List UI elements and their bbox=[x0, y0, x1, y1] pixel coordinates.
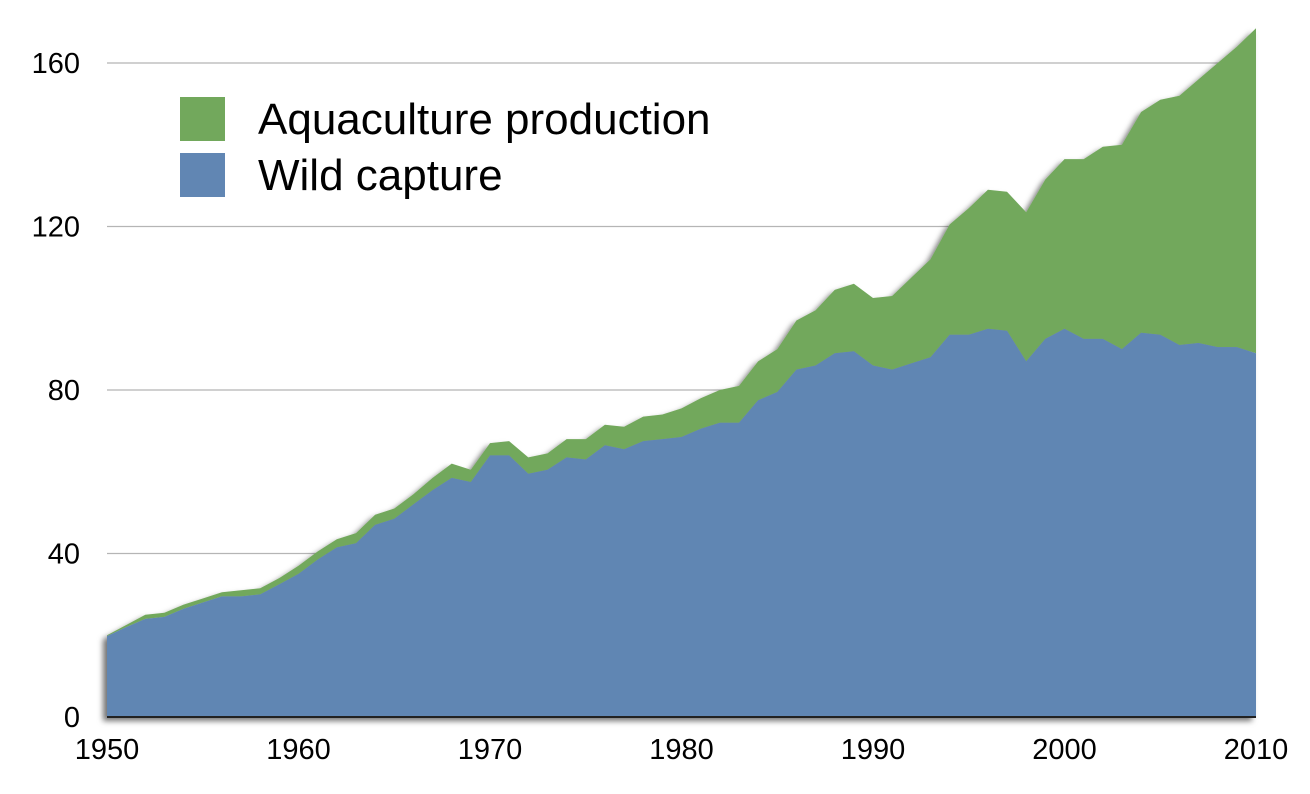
x-tick-label: 1990 bbox=[841, 734, 906, 766]
x-tick-label: 1970 bbox=[458, 734, 523, 766]
y-tick-labels: 0 40 80 120 160 bbox=[32, 48, 80, 734]
legend-label-aquaculture: Aquaculture production bbox=[258, 95, 711, 144]
y-tick-label: 80 bbox=[48, 375, 80, 407]
area-wild-capture bbox=[107, 328, 1256, 717]
y-tick-label: 160 bbox=[32, 48, 80, 80]
legend-swatch-wild bbox=[180, 153, 225, 197]
y-tick-label: 0 bbox=[64, 702, 80, 734]
legend-swatch-aquaculture bbox=[180, 97, 225, 141]
x-tick-label: 1980 bbox=[649, 734, 714, 766]
legend: Aquaculture production Wild capture bbox=[180, 95, 711, 200]
x-tick-label: 1960 bbox=[266, 734, 331, 766]
area-aquaculture-production bbox=[107, 28, 1256, 637]
x-tick-label: 2000 bbox=[1032, 734, 1097, 766]
legend-label-wild: Wild capture bbox=[258, 151, 503, 200]
y-tick-label: 40 bbox=[48, 539, 80, 571]
x-tick-label: 2010 bbox=[1224, 734, 1289, 766]
x-tick-labels: 1950 1960 1970 1980 1990 2000 2010 bbox=[75, 734, 1289, 766]
x-tick-label: 1950 bbox=[75, 734, 140, 766]
y-tick-label: 120 bbox=[32, 212, 80, 244]
stacked-areas bbox=[107, 28, 1256, 717]
